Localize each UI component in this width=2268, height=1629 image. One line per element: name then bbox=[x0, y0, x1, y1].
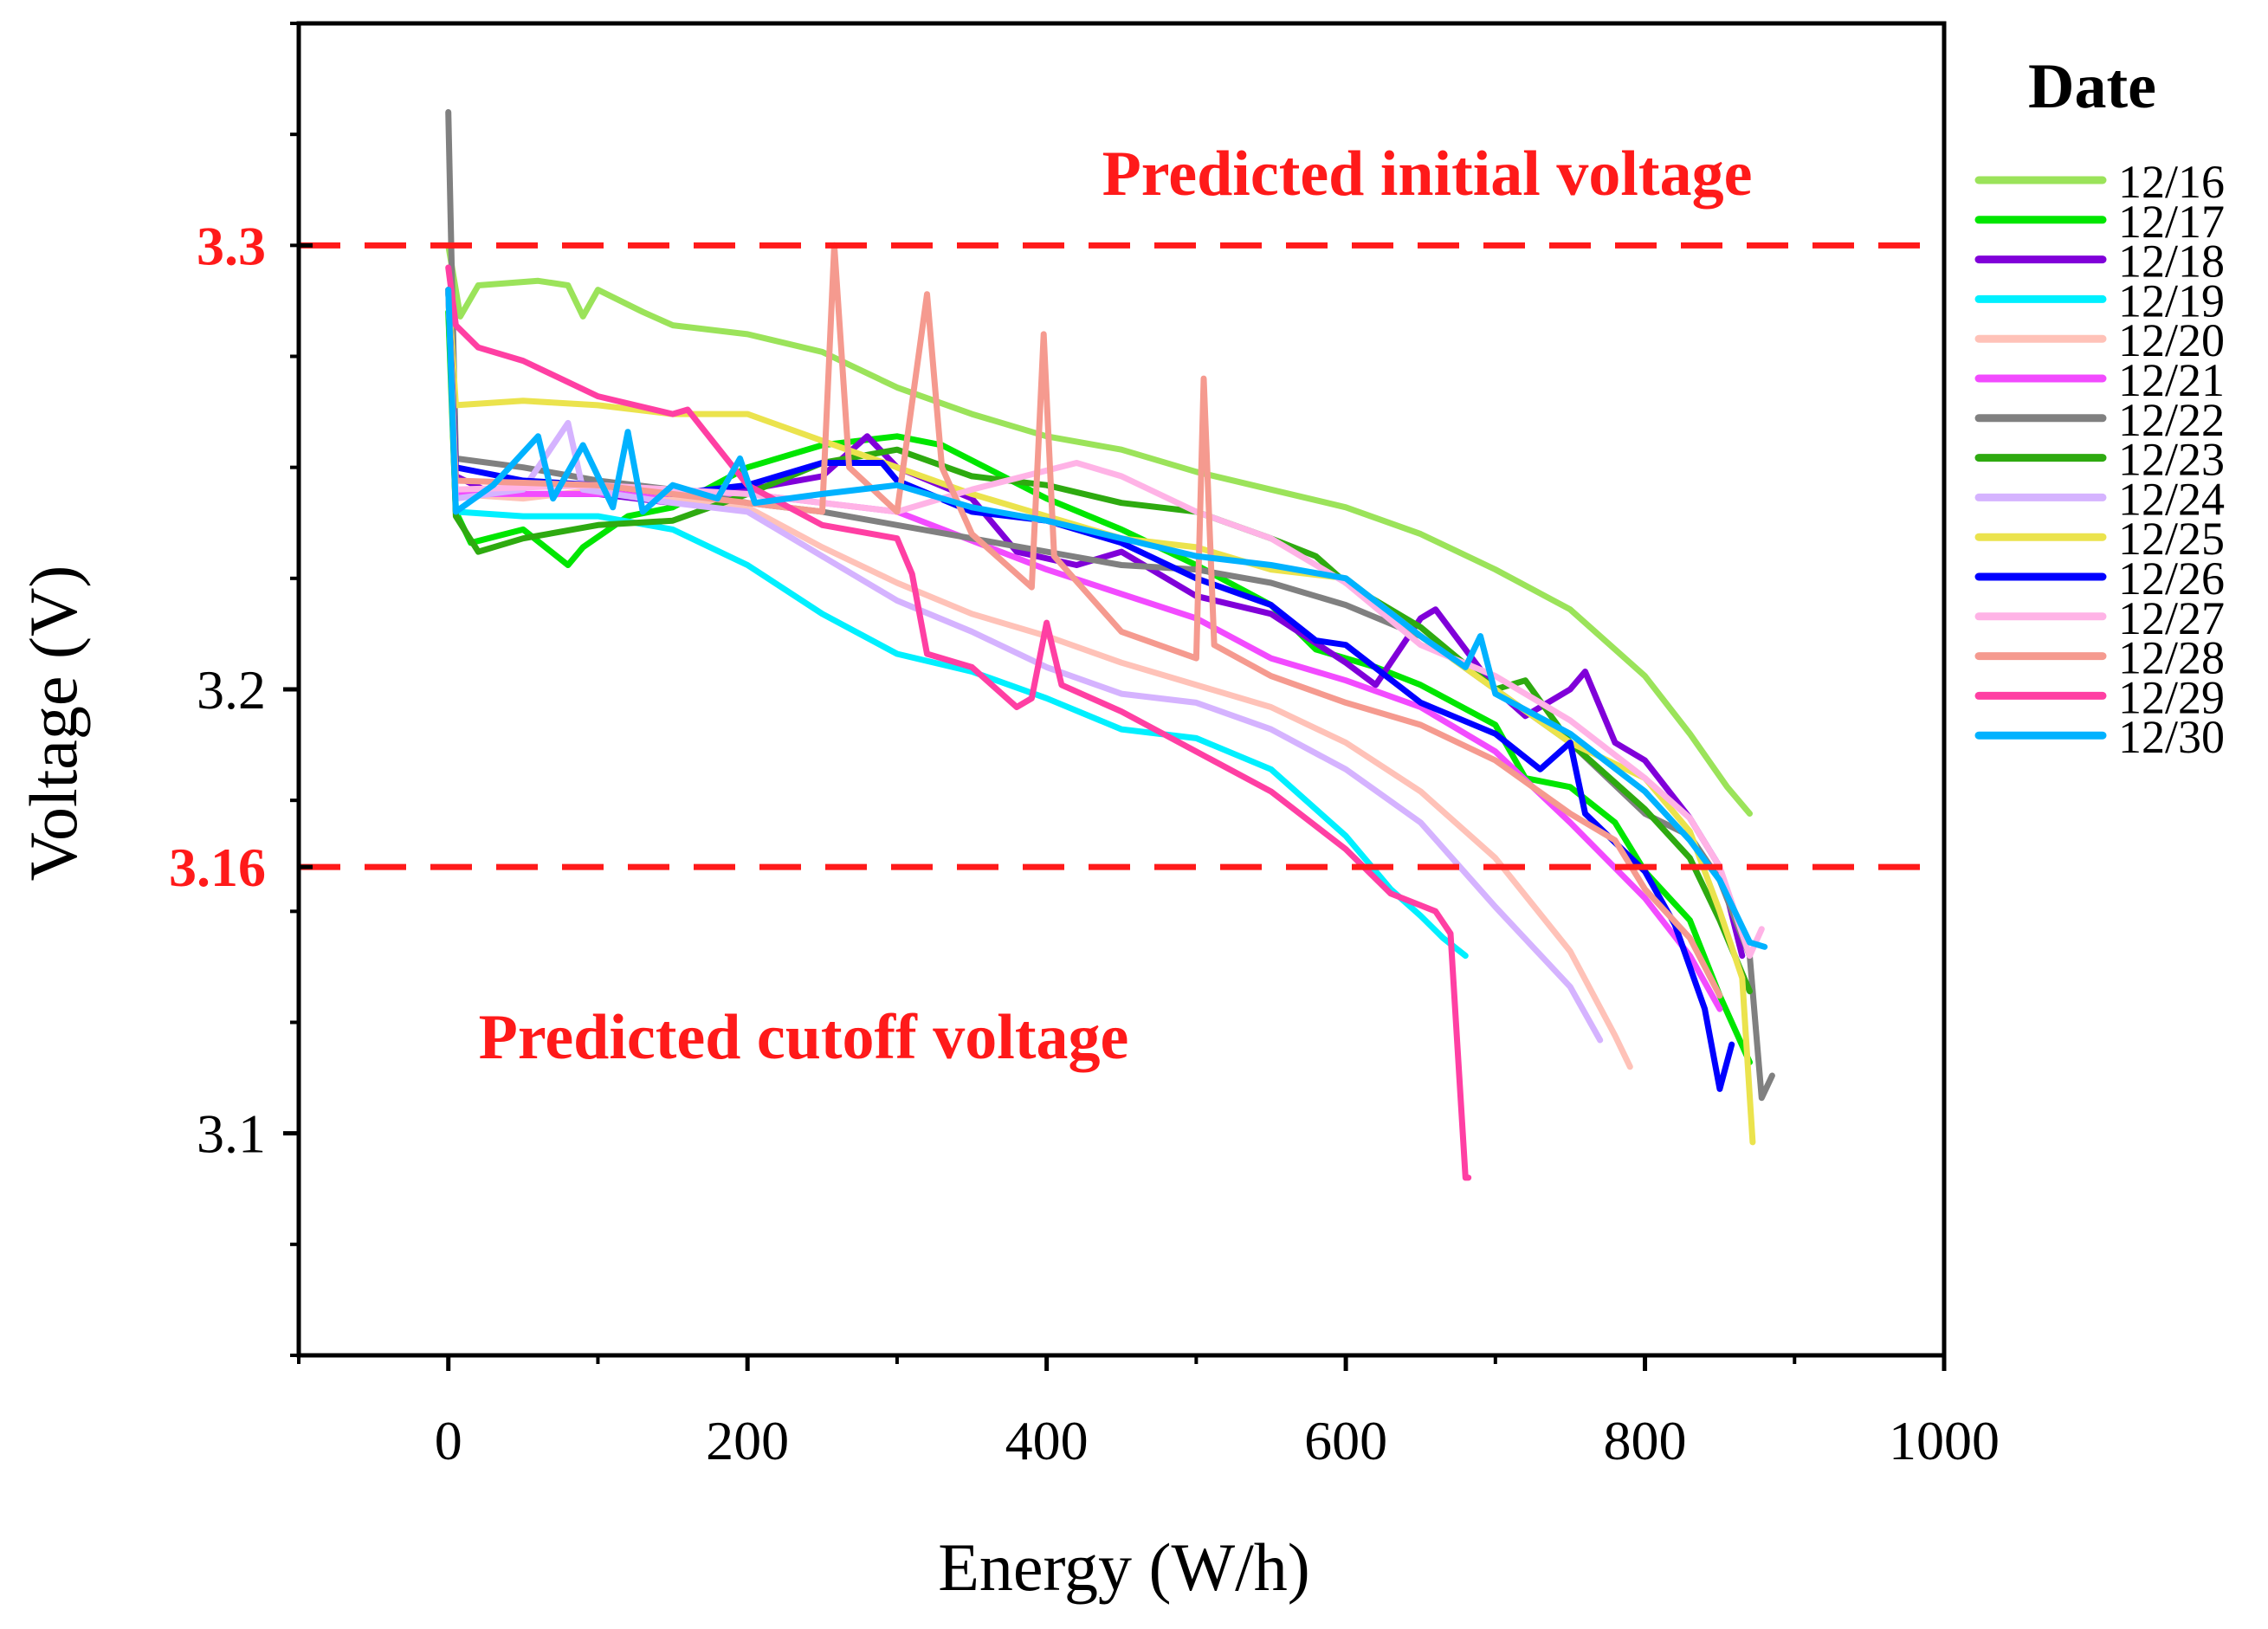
legend: 12/1612/1712/1812/1912/2012/2112/2212/23… bbox=[1974, 156, 2225, 763]
series-line-12-18 bbox=[445, 287, 1746, 960]
legend-label-12-20: 12/20 bbox=[2118, 314, 2225, 366]
legend-label-12-27: 12/27 bbox=[2118, 592, 2225, 644]
x-tick-label: 0 bbox=[435, 1410, 462, 1471]
legend-label-12-16: 12/16 bbox=[2118, 156, 2225, 208]
series-layer bbox=[445, 109, 1775, 1181]
y-tick-label: 3.1 bbox=[197, 1103, 266, 1165]
legend-label-12-30: 12/30 bbox=[2118, 711, 2225, 763]
legend-label-12-22: 12/22 bbox=[2118, 394, 2225, 446]
series-line-12-30 bbox=[445, 287, 1768, 950]
series-line-12-29 bbox=[445, 264, 1472, 1181]
legend-title: Date bbox=[2028, 51, 2156, 122]
series-line-12-28 bbox=[445, 242, 1723, 999]
series-line-12-24 bbox=[445, 287, 1604, 1044]
reference-lines: 3.3 3.16 bbox=[169, 215, 1944, 898]
x-tick-label: 800 bbox=[1604, 1410, 1687, 1471]
legend-label-12-29: 12/29 bbox=[2118, 671, 2225, 723]
initial-voltage-annotation: Predicted initial voltage bbox=[1102, 139, 1753, 210]
legend-label-12-23: 12/23 bbox=[2118, 434, 2225, 486]
plot-frame bbox=[296, 21, 1947, 1358]
series-line-12-23 bbox=[445, 287, 1753, 995]
x-tick-label: 1000 bbox=[1889, 1410, 2000, 1471]
legend-label-12-18: 12/18 bbox=[2118, 236, 2225, 288]
series-line-12-16 bbox=[445, 242, 1753, 817]
x-tick-label: 200 bbox=[706, 1410, 789, 1471]
legend-label-12-17: 12/17 bbox=[2118, 196, 2225, 248]
series-line-12-27 bbox=[445, 287, 1765, 960]
series-line-12-22 bbox=[445, 109, 1775, 1102]
series-line-12-17 bbox=[445, 308, 1753, 1066]
y-axis-title: Voltage (V) bbox=[16, 566, 91, 882]
legend-label-12-24: 12/24 bbox=[2118, 473, 2225, 525]
y-tick-label: 3.2 bbox=[197, 659, 266, 721]
series-line-12-25 bbox=[445, 287, 1756, 1146]
x-tick-label: 400 bbox=[1005, 1410, 1089, 1471]
legend-label-12-28: 12/28 bbox=[2118, 632, 2225, 684]
cutoff-voltage-annotation: Predicted cutoff voltage bbox=[479, 1002, 1129, 1073]
reference-tick-label-3-16: 3.16 bbox=[169, 837, 266, 898]
legend-label-12-21: 12/21 bbox=[2118, 354, 2225, 406]
x-axis-title: Energy (W/h) bbox=[938, 1529, 1310, 1605]
reference-tick-label-3-3: 3.3 bbox=[197, 215, 266, 276]
legend-label-12-25: 12/25 bbox=[2118, 513, 2225, 565]
legend-label-12-19: 12/19 bbox=[2118, 275, 2225, 326]
axes: 0 200 400 600 800 1000 3.1 3.2 bbox=[197, 22, 2000, 1471]
x-tick-label: 600 bbox=[1304, 1410, 1387, 1471]
legend-label-12-26: 12/26 bbox=[2118, 553, 2225, 604]
